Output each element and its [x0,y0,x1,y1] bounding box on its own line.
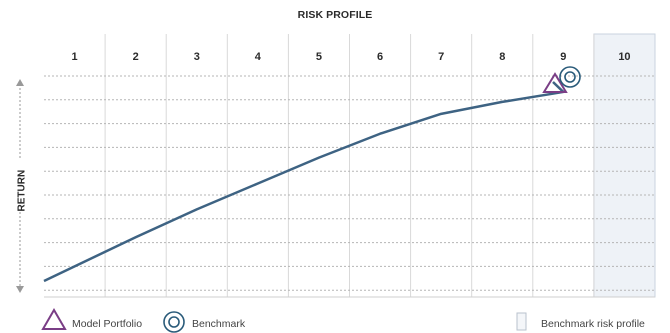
x-tick-label: 5 [316,51,322,63]
x-tick-label: 9 [560,51,566,63]
x-tick-label: 7 [438,51,444,63]
x-tick-label: 2 [133,51,139,63]
x-tick-label: 10 [618,51,630,63]
legend-benchmark-label: Benchmark [192,318,246,330]
x-tick-label: 4 [255,51,262,63]
x-tick-label: 3 [194,51,200,63]
legend-benchmark-risk-profile-label: Benchmark risk profile [541,318,645,330]
return-series-line [43,81,565,283]
legend-model-portfolio-label: Model Portfolio [72,318,142,330]
chart-title: RISK PROFILE [297,9,373,21]
legend-benchmark-icon-inner [168,316,180,328]
x-tick-label: 6 [377,51,383,63]
x-tick-label: 8 [499,51,505,63]
x-tick-label: 1 [71,51,77,63]
benchmark-marker-outer [559,66,581,88]
legend-benchmark-icon-outer [163,311,185,333]
benchmark-risk-profile-band [593,33,656,298]
model-portfolio-marker [542,72,568,93]
arrow-down-icon [16,286,24,293]
benchmark-marker-inner [564,71,576,83]
legend-model-portfolio-icon [41,308,67,330]
legend-benchmark-risk-profile-icon [516,312,527,331]
arrow-up-icon [16,79,24,86]
